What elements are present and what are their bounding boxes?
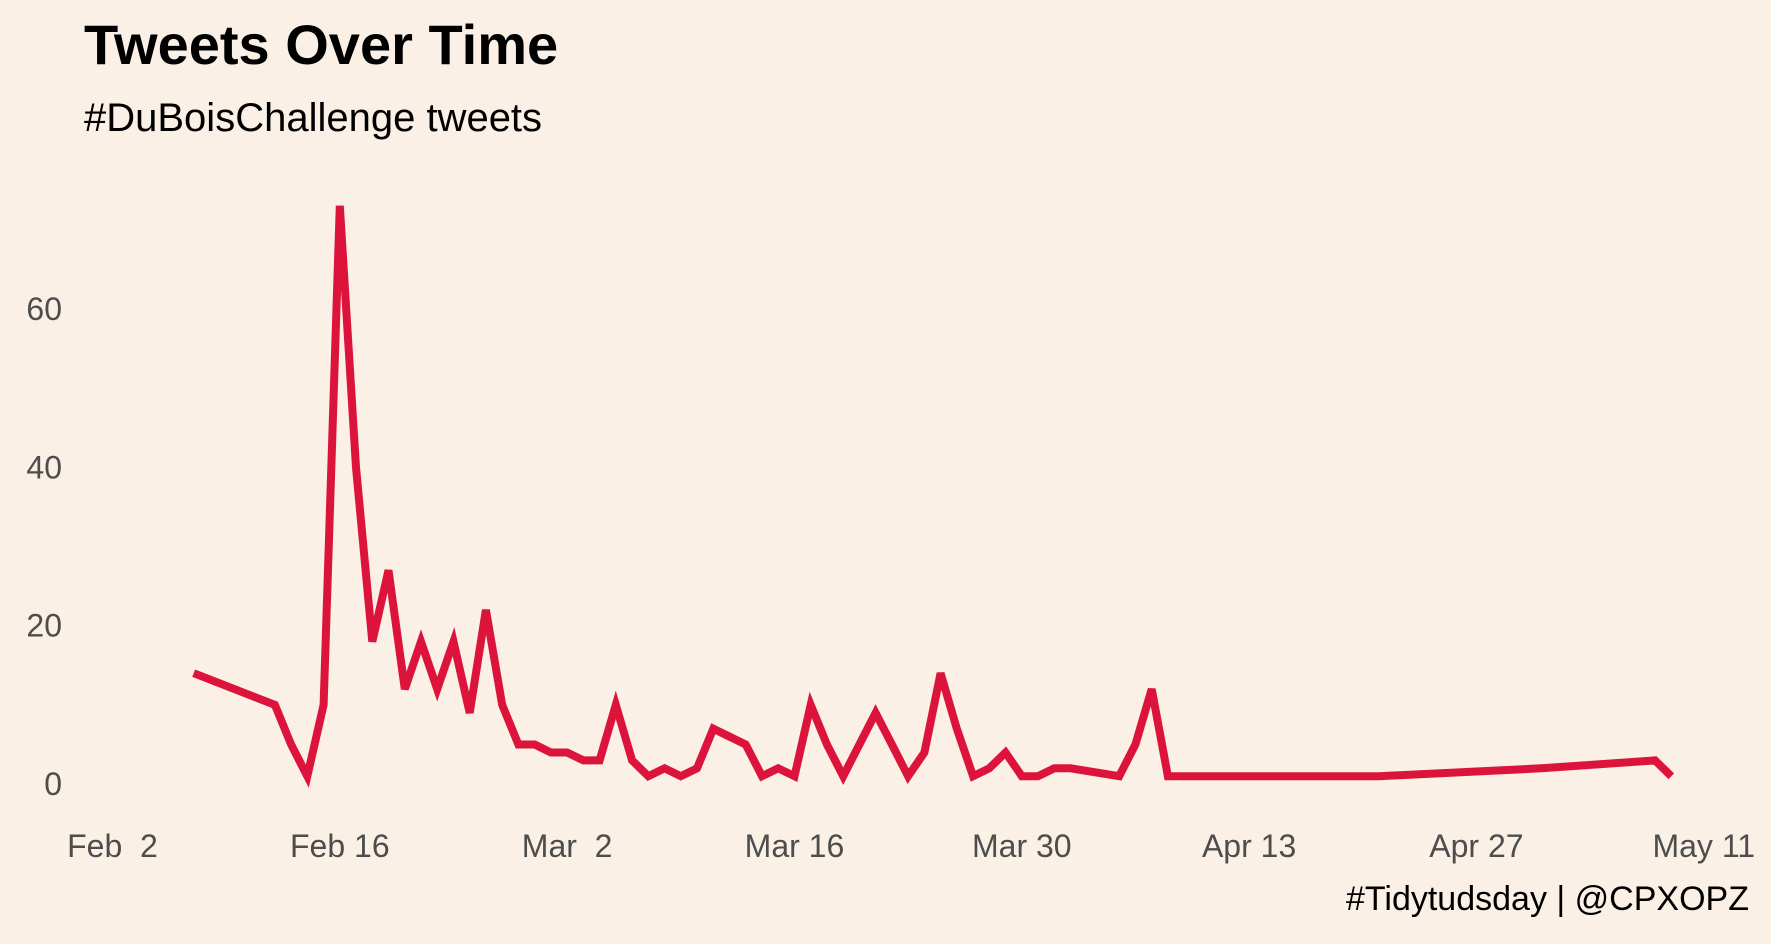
chart-title: Tweets Over Time <box>84 13 559 76</box>
x-tick-label: Feb 2 <box>67 828 158 864</box>
x-tick-label: May 11 <box>1652 828 1755 864</box>
x-tick-label: Mar 16 <box>745 828 845 864</box>
y-tick-label: 20 <box>26 608 62 644</box>
x-tick-label: Apr 27 <box>1429 828 1523 864</box>
chart-caption: #Tidytudsday | @CPXOPZ <box>1345 880 1749 918</box>
series-layer <box>192 205 1675 788</box>
x-tick-label: Apr 13 <box>1202 828 1296 864</box>
chart-subtitle: #DuBoisChallenge tweets <box>84 96 543 140</box>
y-tick-label: 60 <box>26 291 62 327</box>
x-axis: Feb 2 Feb 16 Mar 2 Mar 16 Mar 30 Apr 13 Apr 27… <box>67 828 1755 864</box>
series-line <box>192 205 1675 788</box>
x-tick-label: Mar 30 <box>972 828 1072 864</box>
y-tick-label: 40 <box>26 449 62 485</box>
x-tick-label: Mar 2 <box>522 828 613 864</box>
y-axis: 0 20 40 60 <box>26 291 62 802</box>
y-tick-label: 0 <box>44 766 62 802</box>
x-tick-label: Feb 16 <box>290 828 390 864</box>
